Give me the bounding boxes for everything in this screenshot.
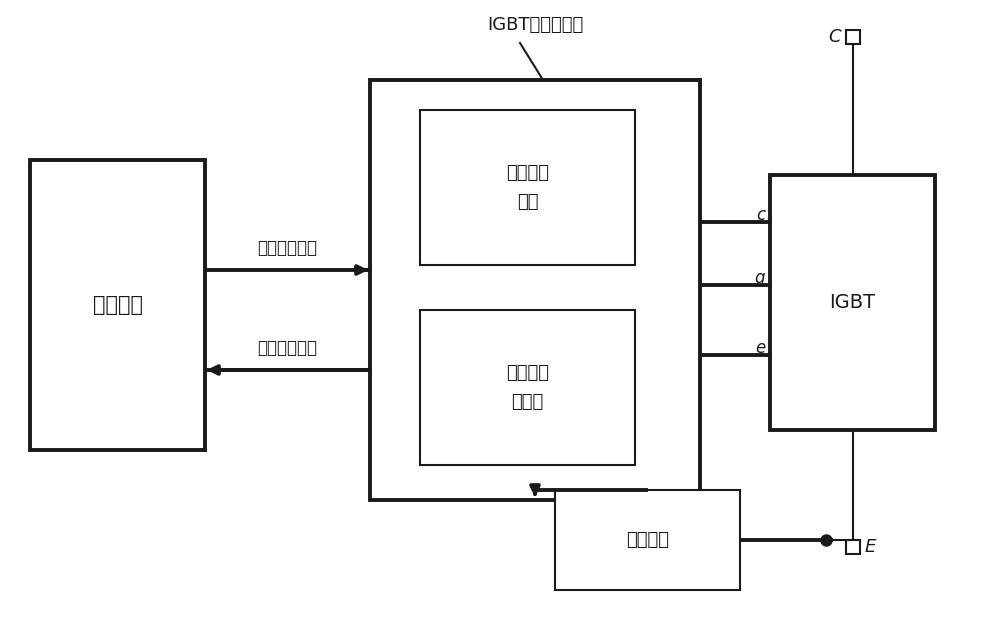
Text: 门极驱动
及保护: 门极驱动 及保护 [506,364,549,411]
Text: IGBT门极驱动器: IGBT门极驱动器 [487,16,583,34]
Text: 温度采集
电路: 温度采集 电路 [506,164,549,211]
Text: g: g [755,269,765,287]
Text: 主控制器: 主控制器 [92,295,143,315]
Bar [846,30,860,44]
Text: 门极触发信号: 门极触发信号 [258,239,318,257]
Bar [370,80,700,500]
Text: 测温元件: 测温元件 [626,531,669,549]
Text: C: C [828,28,840,46]
Bar [770,175,935,430]
Text: E: E [864,538,876,556]
Bar [420,310,635,465]
Text: IGBT: IGBT [829,293,876,312]
Bar [555,490,740,590]
Text: e: e [755,339,765,357]
Text: c: c [756,206,765,224]
Bar [420,110,635,265]
Bar [846,540,860,554]
Text: 温度输出信号: 温度输出信号 [258,339,318,357]
Bar [30,160,205,450]
